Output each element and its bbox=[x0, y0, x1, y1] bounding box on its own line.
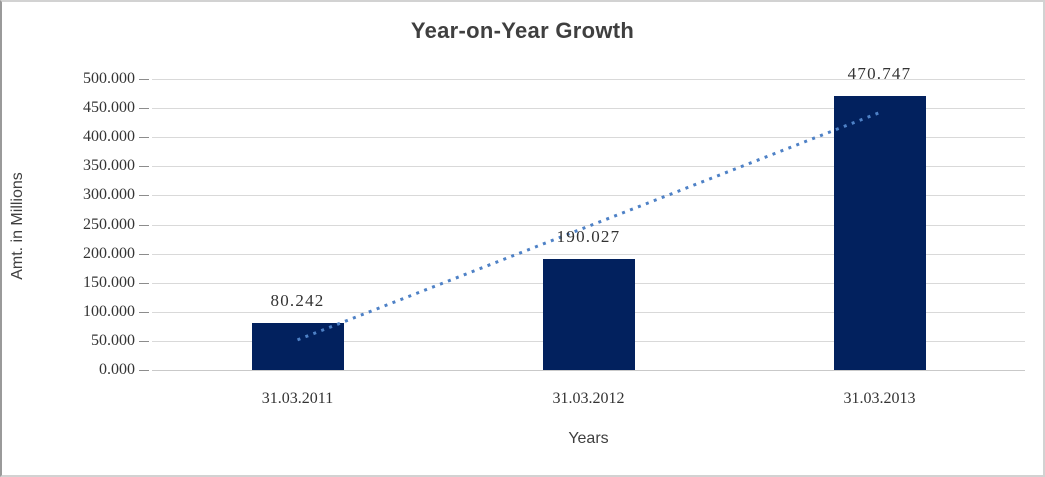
y-tick-label: 150.000 bbox=[83, 273, 135, 291]
y-tick-label: 450.000 bbox=[83, 99, 135, 117]
y-tick-mark bbox=[139, 253, 149, 255]
y-tick-mark bbox=[139, 282, 149, 284]
y-tick-label: 400.000 bbox=[83, 128, 135, 146]
x-tick-label: 31.03.2013 bbox=[843, 390, 916, 407]
x-tick-label: 31.03.2011 bbox=[261, 390, 334, 407]
y-tick-mark bbox=[139, 311, 149, 313]
bar-data-label: 470.747 bbox=[847, 64, 912, 84]
y-tick-label: 50.000 bbox=[91, 331, 135, 349]
y-tick-label: 350.000 bbox=[83, 157, 135, 175]
y-tick-mark bbox=[139, 166, 149, 168]
y-tick-mark bbox=[139, 137, 149, 139]
bar-data-label: 190.027 bbox=[556, 227, 621, 247]
y-tick-mark bbox=[139, 370, 149, 371]
y-tick-label: 250.000 bbox=[83, 215, 135, 233]
y-tick-label: 500.000 bbox=[83, 70, 135, 87]
bar bbox=[542, 259, 635, 370]
chart-title: Year-on-Year Growth bbox=[410, 18, 635, 43]
y-tick-mark bbox=[139, 108, 149, 110]
y-tick-mark bbox=[139, 224, 149, 226]
bar-data-label: 80.242 bbox=[270, 291, 325, 311]
y-tick-mark bbox=[139, 79, 149, 80]
plot-area: 80.242 190.027 470.747 bbox=[152, 65, 1025, 371]
bar bbox=[833, 96, 926, 370]
y-tick-label: 200.000 bbox=[83, 244, 135, 262]
x-tick-label: 31.03.2012 bbox=[552, 390, 625, 407]
y-tick-label: 300.000 bbox=[83, 186, 135, 204]
y-tick-mark bbox=[139, 195, 149, 197]
y-tick-label: 100.000 bbox=[83, 302, 135, 320]
bar bbox=[251, 323, 344, 370]
y-gridline bbox=[152, 108, 1025, 110]
y-tick-label: 0.000 bbox=[99, 361, 135, 378]
y-axis-title: Amt. in Millions bbox=[9, 172, 26, 280]
y-gridline bbox=[152, 79, 1025, 80]
x-axis-title: Years bbox=[568, 430, 609, 447]
y-tick-mark bbox=[139, 340, 149, 342]
